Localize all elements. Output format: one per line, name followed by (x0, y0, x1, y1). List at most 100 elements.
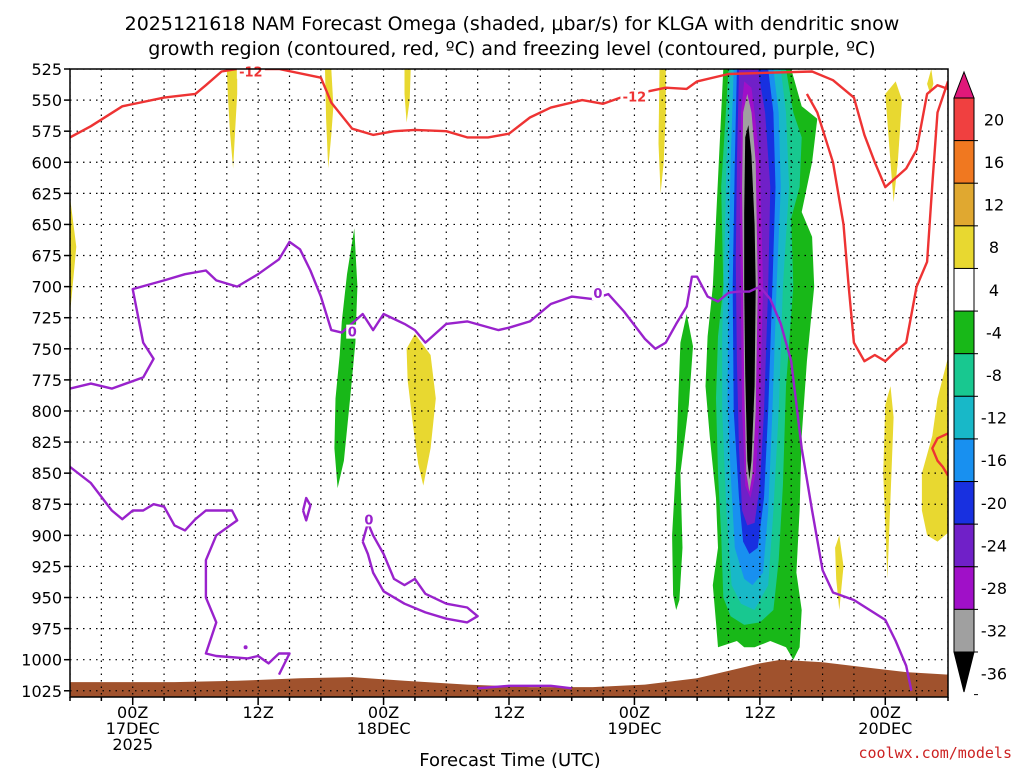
colorbar-top-arrow (953, 70, 975, 99)
credit-watermark: coolwx.com/models (858, 744, 1012, 762)
contour-line-6 (361, 521, 479, 624)
x-tick-label-4-1: 00Z (619, 703, 650, 722)
y-tick-label-15: 900 (31, 526, 62, 545)
colorbar-swatch-6 (953, 353, 975, 397)
colorbar-swatch-2 (953, 182, 975, 227)
y-tick-label-10: 775 (31, 371, 62, 390)
colorbar-label-0: 20 (984, 110, 1004, 129)
gridlines (70, 69, 948, 697)
contour-label-0: -12 (239, 66, 263, 81)
x-tick-label-2-2: 18DEC (357, 719, 411, 738)
y-tick-label-4: 625 (31, 184, 62, 203)
contour-line-1 (805, 81, 948, 363)
contour-line-5 (301, 496, 312, 522)
contour-label-bg-2 (346, 324, 359, 339)
contour-line-7 (477, 684, 572, 690)
chart-title-line-2: growth region (contoured, red, ºC) and f… (148, 38, 875, 60)
colorbar-label-3: 8 (989, 238, 999, 257)
contour-label-4: 0 (364, 513, 373, 528)
y-tick-label-5: 650 (31, 215, 62, 234)
colorbar-swatch-9 (953, 481, 975, 525)
colorbar-label-8: -16 (981, 451, 1007, 470)
colorbar-swatch-12 (953, 608, 975, 653)
y-tick-label-0: 525 (31, 60, 62, 79)
y-tick-label-20: 1025 (21, 682, 62, 701)
contour-label-layer: -12 -12 0 0 0 (236, 64, 649, 528)
colorbar-label-4: 4 (989, 281, 999, 300)
y-tick-label-2: 575 (31, 122, 62, 141)
y-tick-label-13: 850 (31, 464, 62, 483)
contour-label-bg-0 (236, 64, 265, 79)
y-tick-label-8: 725 (31, 309, 62, 328)
colorbar: 20 16 12 8 4 -4 -8 -12 -16 -20 -24 -28 -32 -36 (953, 70, 1007, 696)
y-tick-label-18: 975 (31, 620, 62, 639)
colorbar-label-6: -8 (986, 366, 1002, 385)
contour-label-bg-3 (591, 286, 604, 301)
colorbar-label-5: -4 (986, 323, 1002, 342)
y-tick-label-6: 675 (31, 247, 62, 266)
x-tick-label-6-1: 00Z (870, 703, 901, 722)
y-tick-label-14: 875 (31, 495, 62, 514)
y-axis-ticks: 525 550 575 600 625 650 675 700 725 750 775 800 825 8… (21, 60, 70, 701)
omega-region-7 (883, 386, 894, 579)
omega-region-1 (226, 69, 238, 169)
omega-region-8 (885, 81, 902, 203)
omega-region-12 (672, 314, 693, 610)
colorbar-label-9: -20 (981, 494, 1007, 513)
colorbar-swatch-0 (953, 97, 975, 142)
contour-label-2: 0 (348, 326, 357, 341)
x-tick-label-0-2: 17DEC (106, 719, 160, 738)
y-tick-label-17: 950 (31, 589, 62, 608)
contour-line-2 (931, 432, 948, 477)
x-tick-label-0-1: 00Z (117, 703, 148, 722)
y-tick-label-16: 925 (31, 557, 62, 576)
omega-region-11 (334, 228, 358, 489)
y-tick-label-7: 700 (31, 278, 62, 297)
colorbar-label-12: -32 (981, 622, 1007, 641)
y-tick-label-12: 825 (31, 433, 62, 452)
contour-line-4 (70, 465, 291, 676)
omega-region-6 (835, 535, 844, 610)
omega-region-21 (744, 125, 756, 480)
colorbar-swatch-3 (953, 225, 975, 269)
colorbar-swatch-7 (953, 395, 975, 440)
colorbar-swatch-5 (953, 310, 975, 355)
colorbar-label-10: -24 (981, 536, 1007, 555)
omega-region-10 (921, 357, 948, 542)
chart-title-line-1: 2025121618 NAM Forecast Omega (shaded, μ… (125, 13, 900, 35)
colorbar-label-2: 12 (984, 196, 1004, 215)
colorbar-label-7: -12 (981, 409, 1007, 428)
contour-label-bg-4 (362, 512, 375, 527)
y-tick-label-1: 550 (31, 91, 62, 110)
x-tick-label-4-2: 19DEC (607, 719, 661, 738)
colorbar-label-11: -28 (981, 579, 1007, 598)
omega-region-2 (325, 69, 334, 169)
colorbar-swatch-1 (953, 140, 975, 184)
contour-line-0 (70, 69, 948, 189)
x-tick-label-0-3: 2025 (112, 735, 153, 754)
colorbar-swatch-10 (953, 523, 975, 568)
contour-layer (70, 69, 948, 692)
x-tick-label-1-1: 12Z (242, 703, 273, 722)
omega-region-3 (404, 69, 411, 123)
omega-region-4 (406, 333, 436, 486)
y-tick-label-11: 800 (31, 402, 62, 421)
colorbar-swatch-4 (953, 267, 975, 312)
plot-area: -12 -12 0 0 0 (69, 64, 949, 698)
omega-region-9 (927, 69, 934, 94)
y-tick-label-3: 600 (31, 153, 62, 172)
contour-label-3: 0 (593, 287, 602, 302)
colorbar-label-13: -36 (981, 664, 1007, 683)
x-tick-label-6-2: 20DEC (858, 719, 912, 738)
x-tick-label-2-1: 00Z (368, 703, 399, 722)
colorbar-bottom-arrow (953, 651, 975, 693)
contour-label-1: -12 (623, 91, 647, 106)
y-tick-label-19: 1000 (21, 651, 62, 670)
x-tick-label-3-1: 12Z (493, 703, 524, 722)
y-tick-label-9: 750 (31, 340, 62, 359)
omega-region-0 (70, 197, 77, 314)
contour-label-bg-1 (620, 89, 649, 104)
colorbar-swatch-11 (953, 566, 975, 610)
